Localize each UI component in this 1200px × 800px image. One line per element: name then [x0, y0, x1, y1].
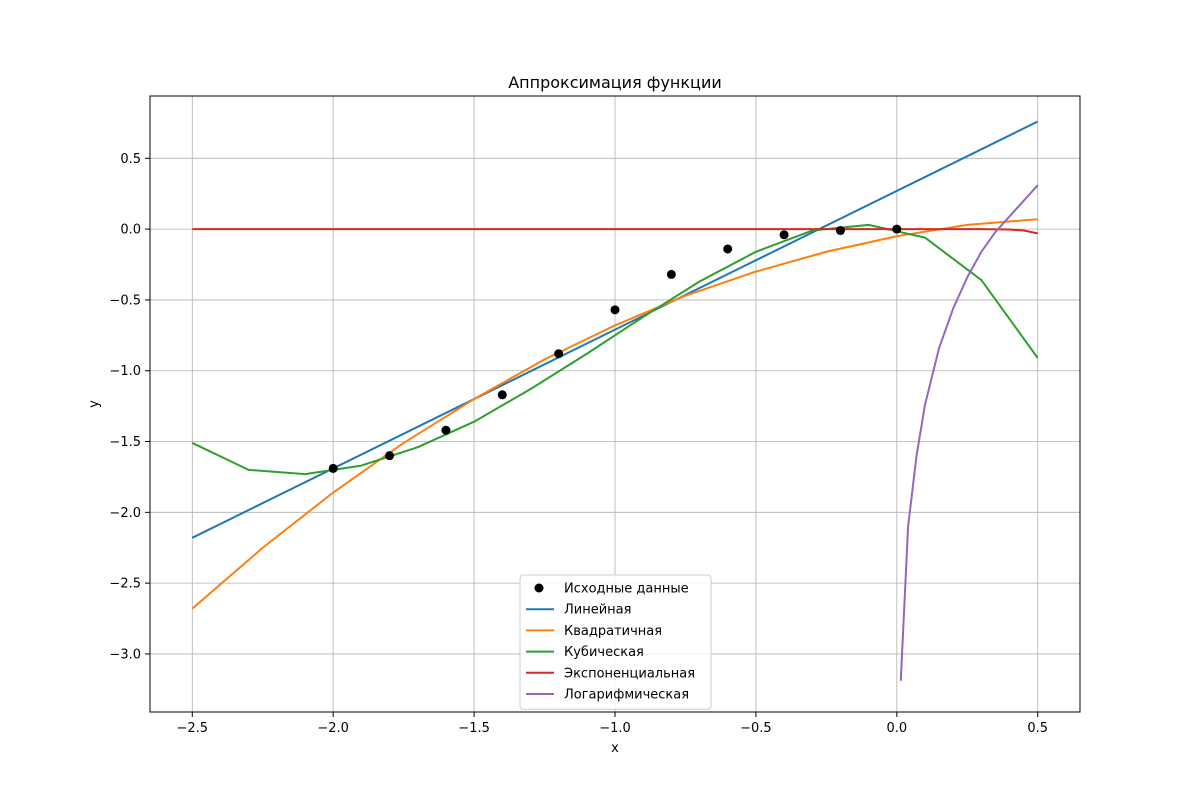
x-tick-label: −2.0: [317, 721, 349, 736]
y-tick-label: −1.5: [109, 435, 141, 450]
scatter-layer: [328, 224, 902, 473]
series-line-экспоненциальная: [192, 228, 1038, 235]
legend-label: Исходные данные: [564, 582, 689, 597]
x-axis-label: x: [611, 741, 619, 756]
scatter-point: [610, 305, 620, 315]
scatter-point: [441, 425, 451, 435]
scatter-point: [779, 230, 789, 240]
scatter-point: [554, 349, 564, 359]
legend-marker: [534, 583, 544, 593]
scatter-point: [835, 226, 845, 236]
y-tick-label: −2.5: [109, 577, 141, 592]
x-tick-label: 0.0: [886, 721, 907, 736]
y-axis-label: y: [87, 400, 102, 408]
x-tick-label: −1.0: [599, 721, 631, 736]
series-line-логарифмическая: [899, 184, 1039, 681]
legend-label: Экспоненциальная: [564, 666, 695, 681]
scatter-point: [723, 244, 733, 254]
y-tick-label: 0.5: [120, 152, 141, 167]
scatter-point: [385, 451, 395, 461]
y-tick-label: 0.0: [120, 223, 141, 238]
legend: Исходные данные Линейная Квадратичная Кубич…: [519, 574, 712, 710]
scatter-point: [666, 269, 676, 279]
x-tick-label: −0.5: [740, 721, 772, 736]
x-tick-label: −2.5: [176, 721, 208, 736]
y-tick-label: −2.0: [109, 506, 141, 521]
legend-label: Квадратичная: [564, 624, 662, 639]
legend-label: Линейная: [564, 603, 631, 618]
legend-label: Логарифмическая: [564, 688, 689, 703]
legend-label: Кубическая: [564, 645, 644, 660]
y-tick-label: −0.5: [109, 293, 141, 308]
y-axis-ticks: −3.0 −2.5 −2.0 −1.5 −1.0 −0.5 0.0 0.5: [109, 152, 150, 662]
scatter-point: [497, 390, 507, 400]
legend-frame: [519, 574, 712, 710]
x-axis-ticks: −2.5 −2.0 −1.5 −1.0 −0.5 0.0 0.5: [176, 712, 1048, 736]
series-line-квадратичная: [191, 218, 1038, 610]
x-tick-label: −1.5: [458, 721, 490, 736]
scatter-point: [328, 463, 338, 473]
scatter-point: [892, 224, 902, 234]
y-tick-label: −1.0: [109, 364, 141, 379]
y-tick-label: −3.0: [109, 647, 141, 662]
x-tick-label: 0.5: [1027, 721, 1048, 736]
chart-title: Аппроксимация функции: [508, 73, 722, 92]
